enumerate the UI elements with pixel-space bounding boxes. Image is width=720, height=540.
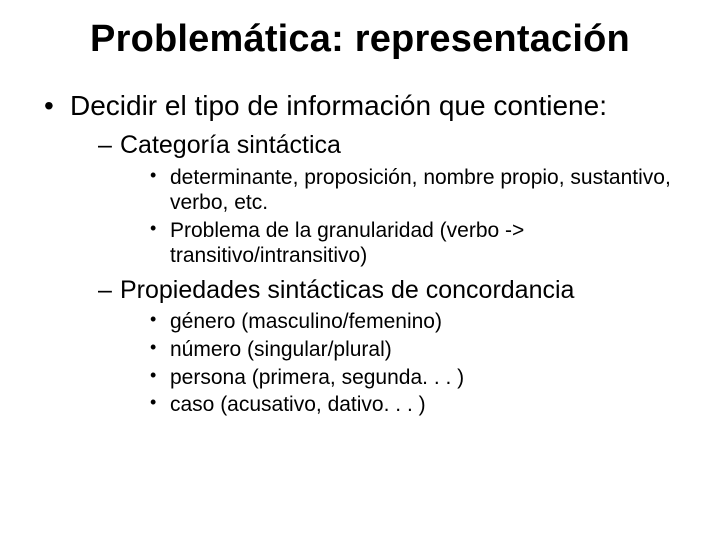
bullet-text: Problema de la granularidad (verbo -> tr… [170, 219, 524, 268]
list-item: persona (primera, segunda. . . ) [150, 365, 680, 391]
list-item: Problema de la granularidad (verbo -> tr… [150, 218, 680, 269]
bullet-text: caso (acusativo, dativo. . . ) [170, 393, 426, 416]
bullet-text: determinante, proposición, nombre propio… [170, 166, 671, 215]
bullet-list-level3: determinante, proposición, nombre propio… [120, 165, 680, 269]
bullet-text: Decidir el tipo de información que conti… [70, 90, 607, 121]
list-item: caso (acusativo, dativo. . . ) [150, 392, 680, 418]
list-item: género (masculino/femenino) [150, 309, 680, 335]
bullet-text: persona (primera, segunda. . . ) [170, 366, 464, 389]
bullet-list-level3: género (masculino/femenino) número (sing… [120, 309, 680, 417]
bullet-list-level1: Decidir el tipo de información que conti… [40, 89, 680, 418]
bullet-list-level2: Categoría sintáctica determinante, propo… [70, 130, 680, 418]
list-item: Categoría sintáctica determinante, propo… [98, 130, 680, 269]
bullet-text: Propiedades sintácticas de concordancia [120, 276, 574, 304]
bullet-text: Categoría sintáctica [120, 131, 341, 159]
list-item: número (singular/plural) [150, 337, 680, 363]
bullet-text: número (singular/plural) [170, 338, 392, 361]
list-item: Propiedades sintácticas de concordancia … [98, 275, 680, 418]
bullet-text: género (masculino/femenino) [170, 310, 442, 333]
slide: Problemática: representación Decidir el … [0, 0, 720, 540]
list-item: determinante, proposición, nombre propio… [150, 165, 680, 216]
list-item: Decidir el tipo de información que conti… [40, 89, 680, 418]
slide-title: Problemática: representación [40, 18, 680, 61]
